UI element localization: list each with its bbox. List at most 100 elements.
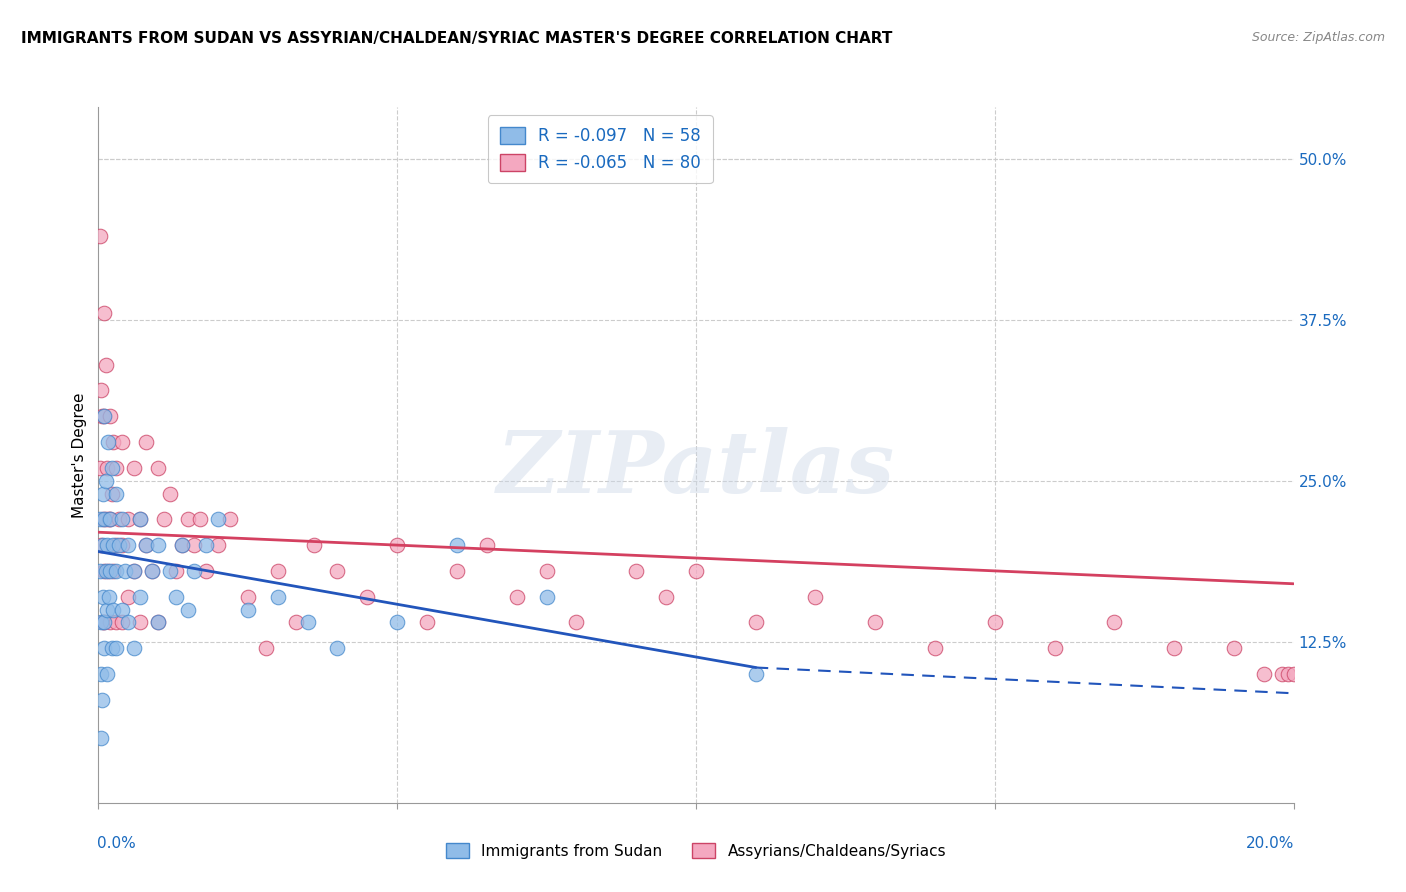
Point	[98, 512, 122, 526]
Point	[326, 641, 349, 656]
Point	[1223, 641, 1246, 656]
Point	[93, 564, 115, 578]
Point	[195, 538, 218, 552]
Point	[89, 564, 111, 578]
Point	[91, 692, 114, 706]
Point	[284, 615, 307, 630]
Point	[93, 306, 115, 320]
Point	[93, 641, 115, 656]
Point	[159, 486, 181, 500]
Point	[1163, 641, 1185, 656]
Point	[536, 590, 558, 604]
Point	[91, 409, 114, 424]
Point	[111, 435, 134, 450]
Point	[105, 564, 128, 578]
Point	[165, 564, 187, 578]
Point	[93, 409, 115, 424]
Point	[90, 667, 112, 681]
Point	[685, 564, 707, 578]
Point	[183, 538, 205, 552]
Point	[124, 641, 146, 656]
Point	[129, 590, 152, 604]
Point	[100, 460, 122, 475]
Point	[117, 615, 139, 630]
Point	[506, 590, 529, 604]
Point	[105, 486, 128, 500]
Point	[148, 538, 170, 552]
Point	[865, 615, 887, 630]
Text: IMMIGRANTS FROM SUDAN VS ASSYRIAN/CHALDEAN/SYRIAC MASTER'S DEGREE CORRELATION CH: IMMIGRANTS FROM SUDAN VS ASSYRIAN/CHALDE…	[21, 31, 893, 46]
Point	[195, 564, 218, 578]
Point	[98, 564, 122, 578]
Point	[105, 615, 128, 630]
Point	[91, 512, 114, 526]
Point	[90, 731, 112, 746]
Text: ZIPatlas: ZIPatlas	[496, 427, 896, 510]
Point	[96, 358, 118, 372]
Point	[93, 512, 115, 526]
Point	[90, 384, 112, 398]
Point	[188, 512, 211, 526]
Point	[1253, 667, 1275, 681]
Point	[111, 512, 134, 526]
Point	[385, 538, 409, 552]
Point	[416, 615, 439, 630]
Point	[91, 538, 114, 552]
Point	[165, 590, 187, 604]
Point	[356, 590, 378, 604]
Point	[536, 564, 558, 578]
Point	[90, 538, 112, 552]
Point	[177, 602, 200, 616]
Point	[101, 538, 124, 552]
Point	[114, 564, 136, 578]
Point	[326, 564, 349, 578]
Point	[91, 615, 114, 630]
Text: 0.0%: 0.0%	[97, 836, 136, 851]
Point	[98, 590, 121, 604]
Point	[183, 564, 205, 578]
Point	[1043, 641, 1066, 656]
Point	[924, 641, 946, 656]
Point	[111, 602, 134, 616]
Point	[105, 460, 128, 475]
Point	[1104, 615, 1126, 630]
Point	[254, 641, 277, 656]
Point	[804, 590, 827, 604]
Point	[101, 435, 124, 450]
Point	[236, 590, 259, 604]
Point	[89, 512, 111, 526]
Point	[745, 615, 768, 630]
Point	[98, 409, 122, 424]
Point	[96, 667, 118, 681]
Point	[385, 615, 409, 630]
Point	[129, 512, 152, 526]
Text: 20.0%: 20.0%	[1246, 836, 1295, 851]
Point	[97, 564, 120, 578]
Point	[565, 615, 588, 630]
Point	[1277, 667, 1299, 681]
Point	[90, 615, 112, 630]
Point	[98, 512, 122, 526]
Point	[153, 512, 176, 526]
Point	[172, 538, 194, 552]
Point	[172, 538, 194, 552]
Point	[141, 564, 163, 578]
Point	[446, 564, 468, 578]
Point	[159, 564, 181, 578]
Point	[96, 538, 118, 552]
Point	[94, 564, 117, 578]
Point	[93, 409, 115, 424]
Point	[98, 615, 122, 630]
Point	[96, 460, 118, 475]
Point	[96, 474, 118, 488]
Point	[207, 512, 229, 526]
Point	[984, 615, 1007, 630]
Point	[124, 564, 146, 578]
Point	[626, 564, 648, 578]
Point	[124, 564, 146, 578]
Y-axis label: Master's Degree: Master's Degree	[72, 392, 87, 517]
Point	[177, 512, 200, 526]
Point	[148, 460, 170, 475]
Point	[446, 538, 468, 552]
Point	[111, 538, 134, 552]
